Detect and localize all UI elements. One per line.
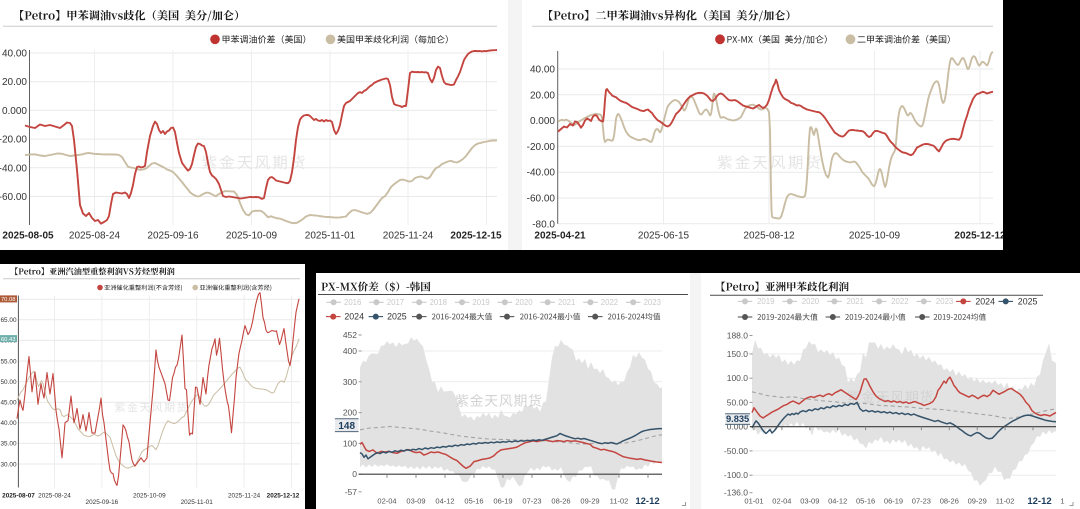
svg-text:20.00: 20.00	[2, 77, 27, 88]
svg-text:300: 300	[343, 377, 357, 387]
svg-text:0.000: 0.000	[727, 421, 749, 431]
svg-text:08-26: 08-26	[940, 496, 959, 505]
svg-text:148: 148	[338, 421, 355, 432]
svg-text:2025: 2025	[387, 311, 407, 321]
svg-text:07-23: 07-23	[522, 496, 541, 505]
svg-text:2025-09-16: 2025-09-16	[147, 231, 199, 242]
svg-text:20.00: 20.00	[530, 90, 555, 101]
svg-text:0: 0	[352, 469, 357, 479]
svg-text:2020: 2020	[515, 298, 533, 307]
svg-text:100: 100	[343, 438, 357, 448]
svg-text:01-01: 01-01	[744, 496, 763, 505]
svg-text:12-12: 12-12	[1027, 496, 1051, 507]
svg-text:40.00: 40.00	[1, 420, 17, 427]
svg-text:2025-12-12: 2025-12-12	[954, 231, 1003, 242]
svg-text:55.00: 55.00	[1, 358, 17, 365]
svg-text:2024: 2024	[344, 311, 364, 321]
svg-text:50.00: 50.00	[1, 378, 17, 385]
svg-text:188.0: 188.0	[727, 330, 749, 340]
svg-text:30.00: 30.00	[1, 461, 17, 468]
svg-text:07-23: 07-23	[912, 496, 931, 505]
svg-text:2022: 2022	[891, 297, 908, 306]
svg-text:2021: 2021	[558, 298, 575, 307]
svg-text:2025-08-12: 2025-08-12	[743, 231, 795, 242]
svg-text:05-16: 05-16	[464, 496, 483, 505]
svg-text:-100.0: -100.0	[724, 470, 748, 480]
svg-text:09-29: 09-29	[580, 496, 599, 505]
svg-text:2025-11-01: 2025-11-01	[305, 231, 356, 242]
svg-text:65.00: 65.00	[1, 317, 17, 324]
svg-text:400: 400	[343, 346, 357, 356]
svg-text:-40.00: -40.00	[0, 163, 27, 174]
svg-text:1: 1	[1060, 496, 1064, 505]
svg-text:-20.00: -20.00	[0, 135, 27, 146]
svg-text:2025-08-05: 2025-08-05	[2, 231, 54, 242]
svg-text:2025-09-16: 2025-09-16	[86, 499, 119, 506]
svg-text:70.08: 70.08	[1, 297, 16, 303]
svg-text:2023: 2023	[644, 298, 661, 307]
svg-text:2025-11-24: 2025-11-24	[228, 492, 261, 499]
svg-text:2021: 2021	[847, 297, 864, 306]
svg-text:2018: 2018	[430, 298, 447, 307]
svg-text:452: 452	[343, 330, 357, 340]
svg-text:12-12: 12-12	[635, 496, 659, 507]
svg-text:2025-08-24: 2025-08-24	[38, 492, 71, 499]
svg-text:2023: 2023	[936, 297, 953, 306]
svg-text:08-26: 08-26	[551, 496, 570, 505]
svg-text:2025-10-09: 2025-10-09	[226, 231, 278, 242]
svg-text:2019: 2019	[757, 297, 774, 306]
svg-text:-60.00: -60.00	[0, 192, 27, 203]
svg-text:-20.00: -20.00	[527, 142, 556, 153]
svg-text:2025-10-09: 2025-10-09	[133, 492, 166, 499]
svg-text:-136.0: -136.0	[724, 487, 748, 497]
svg-text:45.00: 45.00	[1, 399, 17, 406]
svg-text:2024: 2024	[975, 296, 995, 306]
svg-text:2025-06-15: 2025-06-15	[638, 231, 690, 242]
svg-text:-57: -57	[345, 487, 358, 497]
svg-text:05-16: 05-16	[856, 496, 875, 505]
svg-text:2016: 2016	[344, 298, 361, 307]
svg-text:2025-11-24: 2025-11-24	[383, 231, 434, 242]
svg-text:2025-08-24: 2025-08-24	[69, 231, 121, 242]
svg-text:2025-12-12: 2025-12-12	[267, 492, 300, 499]
svg-text:09-29: 09-29	[968, 496, 987, 505]
svg-text:2025-04-21: 2025-04-21	[534, 231, 586, 242]
svg-text:50.00: 50.00	[727, 397, 749, 407]
svg-text:2017: 2017	[387, 298, 404, 307]
svg-text:11-02: 11-02	[996, 496, 1015, 505]
svg-text:03-09: 03-09	[800, 496, 819, 505]
svg-text:200: 200	[343, 407, 357, 417]
svg-text:02-04: 02-04	[772, 496, 791, 505]
svg-text:2019: 2019	[472, 298, 489, 307]
svg-text:2025-11-01: 2025-11-01	[181, 499, 214, 506]
svg-text:2022: 2022	[601, 298, 618, 307]
svg-text:02-04: 02-04	[377, 496, 396, 505]
svg-text:2025-12-15: 2025-12-15	[450, 231, 502, 242]
svg-text:0.000: 0.000	[2, 106, 27, 117]
svg-text:06-19: 06-19	[493, 496, 512, 505]
svg-text:04-12: 04-12	[828, 496, 847, 505]
svg-text:03-09: 03-09	[406, 496, 425, 505]
svg-text:40.00: 40.00	[2, 49, 27, 60]
svg-text:-50.00: -50.00	[724, 446, 748, 456]
svg-text:40.00: 40.00	[530, 65, 555, 76]
svg-text:-80.0: -80.0	[532, 219, 555, 230]
svg-text:2020: 2020	[802, 297, 820, 306]
svg-text:0.000: 0.000	[530, 116, 555, 127]
svg-text:60.43: 60.43	[1, 336, 16, 342]
svg-text:04-12: 04-12	[435, 496, 454, 505]
svg-text:9.835: 9.835	[726, 414, 749, 424]
svg-text:35.00: 35.00	[1, 440, 17, 447]
svg-text:06-19: 06-19	[884, 496, 903, 505]
svg-text:2025-10-09: 2025-10-09	[849, 231, 901, 242]
svg-text:-40.00: -40.00	[527, 168, 556, 179]
svg-text:11-02: 11-02	[610, 496, 629, 505]
svg-text:2025: 2025	[1018, 296, 1038, 306]
svg-text:-60.00: -60.00	[527, 194, 556, 205]
svg-text:2025-08-07: 2025-08-07	[2, 492, 35, 499]
svg-text:150.0: 150.0	[727, 349, 749, 359]
svg-text:100.0: 100.0	[727, 373, 749, 383]
